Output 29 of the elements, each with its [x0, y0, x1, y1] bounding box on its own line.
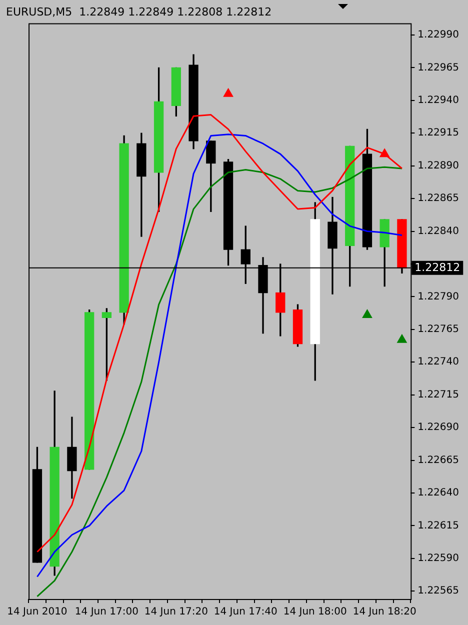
y-tick-label: 1.22590	[418, 553, 460, 564]
x-tick-label: 14 Jun 18:20	[352, 606, 416, 618]
x-tick-label: 14 Jun 2010	[7, 606, 68, 618]
y-tick-label: 1.22715	[418, 389, 460, 400]
x-tick-label: 14 Jun 18:00	[283, 606, 347, 618]
y-tick-label: 1.22740	[418, 356, 460, 368]
y-tick-label: 1.22690	[418, 422, 460, 434]
y-tick-label: 1.22790	[418, 291, 460, 302]
y-tick-label: 1.22840	[418, 226, 460, 237]
y-tick-label: 1.22765	[418, 324, 460, 336]
y-tick-label: 1.22965	[418, 62, 460, 74]
y-tick-label: 1.22565	[418, 586, 460, 597]
x-tick-label: 14 Jun 17:00	[74, 606, 138, 618]
point	[362, 310, 372, 318]
y-tick-label: 1.22990	[418, 30, 460, 41]
ref-line-label: 1.22812	[414, 260, 460, 274]
point	[397, 334, 407, 343]
y-tick-label: 1.22640	[418, 488, 460, 499]
y-tick-label: 1.22615	[418, 520, 460, 532]
y-tick-label: 1.22865	[418, 193, 460, 204]
x-tick-label: 14 Jun 17:20	[144, 606, 208, 618]
y-tick-label: 1.22915	[418, 128, 460, 139]
y-tick-label: 1.22940	[418, 95, 460, 106]
point	[380, 148, 390, 158]
y-tick-label: 1.22665	[418, 454, 460, 466]
x-tick-label: 14 Jun 17:40	[214, 606, 278, 618]
point	[223, 88, 234, 97]
y-tick-label: 1.22890	[418, 160, 460, 172]
chart-title: EURUSD,M5 1.22849 1.22849 1.22808 1.22812	[6, 5, 272, 18]
